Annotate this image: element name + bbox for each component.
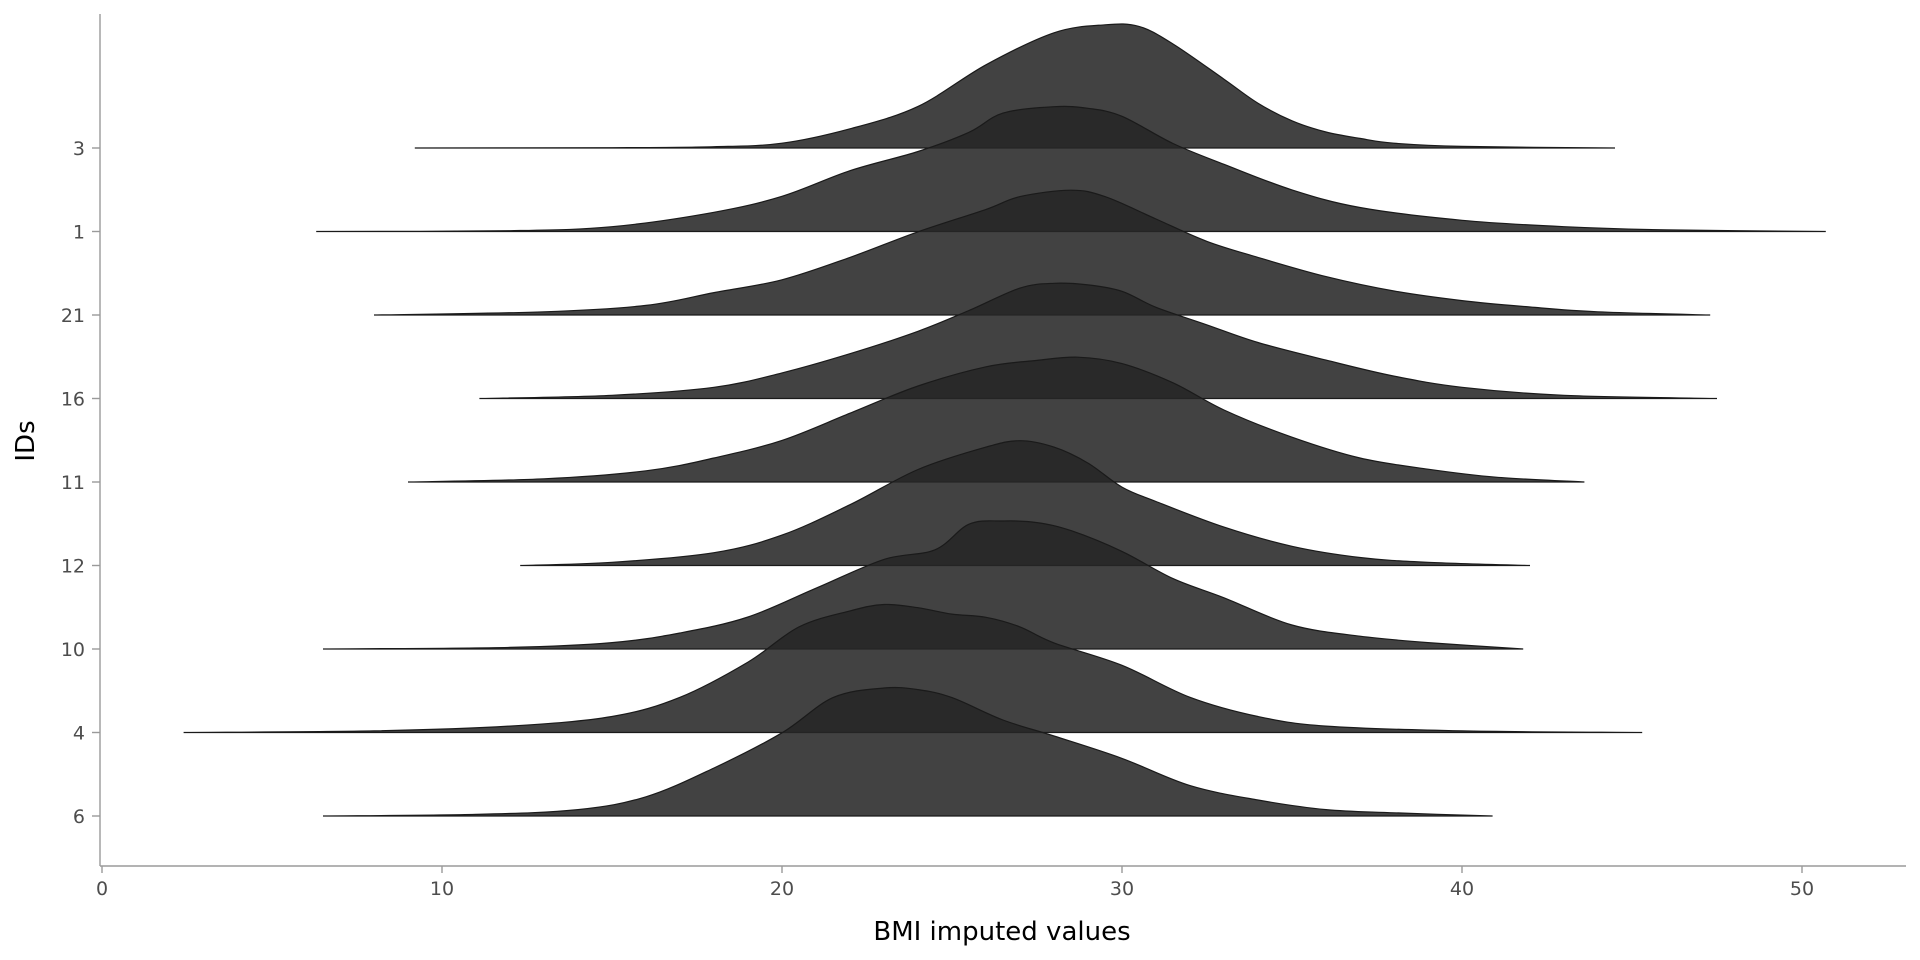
y-tick-label-10: 10 xyxy=(61,639,85,661)
ridges-layer xyxy=(183,23,1826,817)
ridge-3 xyxy=(414,23,1616,149)
x-axis-title: BMI imputed values xyxy=(873,917,1130,947)
ridge-11 xyxy=(407,356,1585,483)
ridge-21 xyxy=(373,189,1711,316)
ridge-16 xyxy=(479,282,1718,400)
ridge-1 xyxy=(316,105,1826,233)
y-ticks: 3 1 21 16 11 12 10 4 6 xyxy=(61,138,100,828)
y-tick-label-6: 6 xyxy=(73,806,85,828)
ridge-4 xyxy=(183,603,1643,734)
y-tick-label-4: 4 xyxy=(73,723,85,745)
x-tick-label-50: 50 xyxy=(1790,878,1814,900)
x-tick-label-20: 20 xyxy=(770,878,794,900)
ridge-12 xyxy=(520,440,1531,567)
y-tick-label-16: 16 xyxy=(61,389,85,411)
y-tick-label-21: 21 xyxy=(61,305,85,327)
y-tick-label-1: 1 xyxy=(73,222,85,244)
ridge-10 xyxy=(322,520,1524,650)
axes-layer xyxy=(99,14,1906,867)
x-tick-label-30: 30 xyxy=(1110,878,1134,900)
y-tick-label-11: 11 xyxy=(61,472,85,494)
ridge-6 xyxy=(322,686,1493,817)
x-tick-label-40: 40 xyxy=(1450,878,1474,900)
x-tick-label-0: 0 xyxy=(96,878,108,900)
y-tick-label-3: 3 xyxy=(73,138,85,160)
x-tick-label-10: 10 xyxy=(430,878,454,900)
y-axis-title: IDs xyxy=(11,420,41,461)
x-ticks: 0 10 20 30 40 50 xyxy=(96,866,1814,900)
y-tick-label-12: 12 xyxy=(61,556,85,578)
